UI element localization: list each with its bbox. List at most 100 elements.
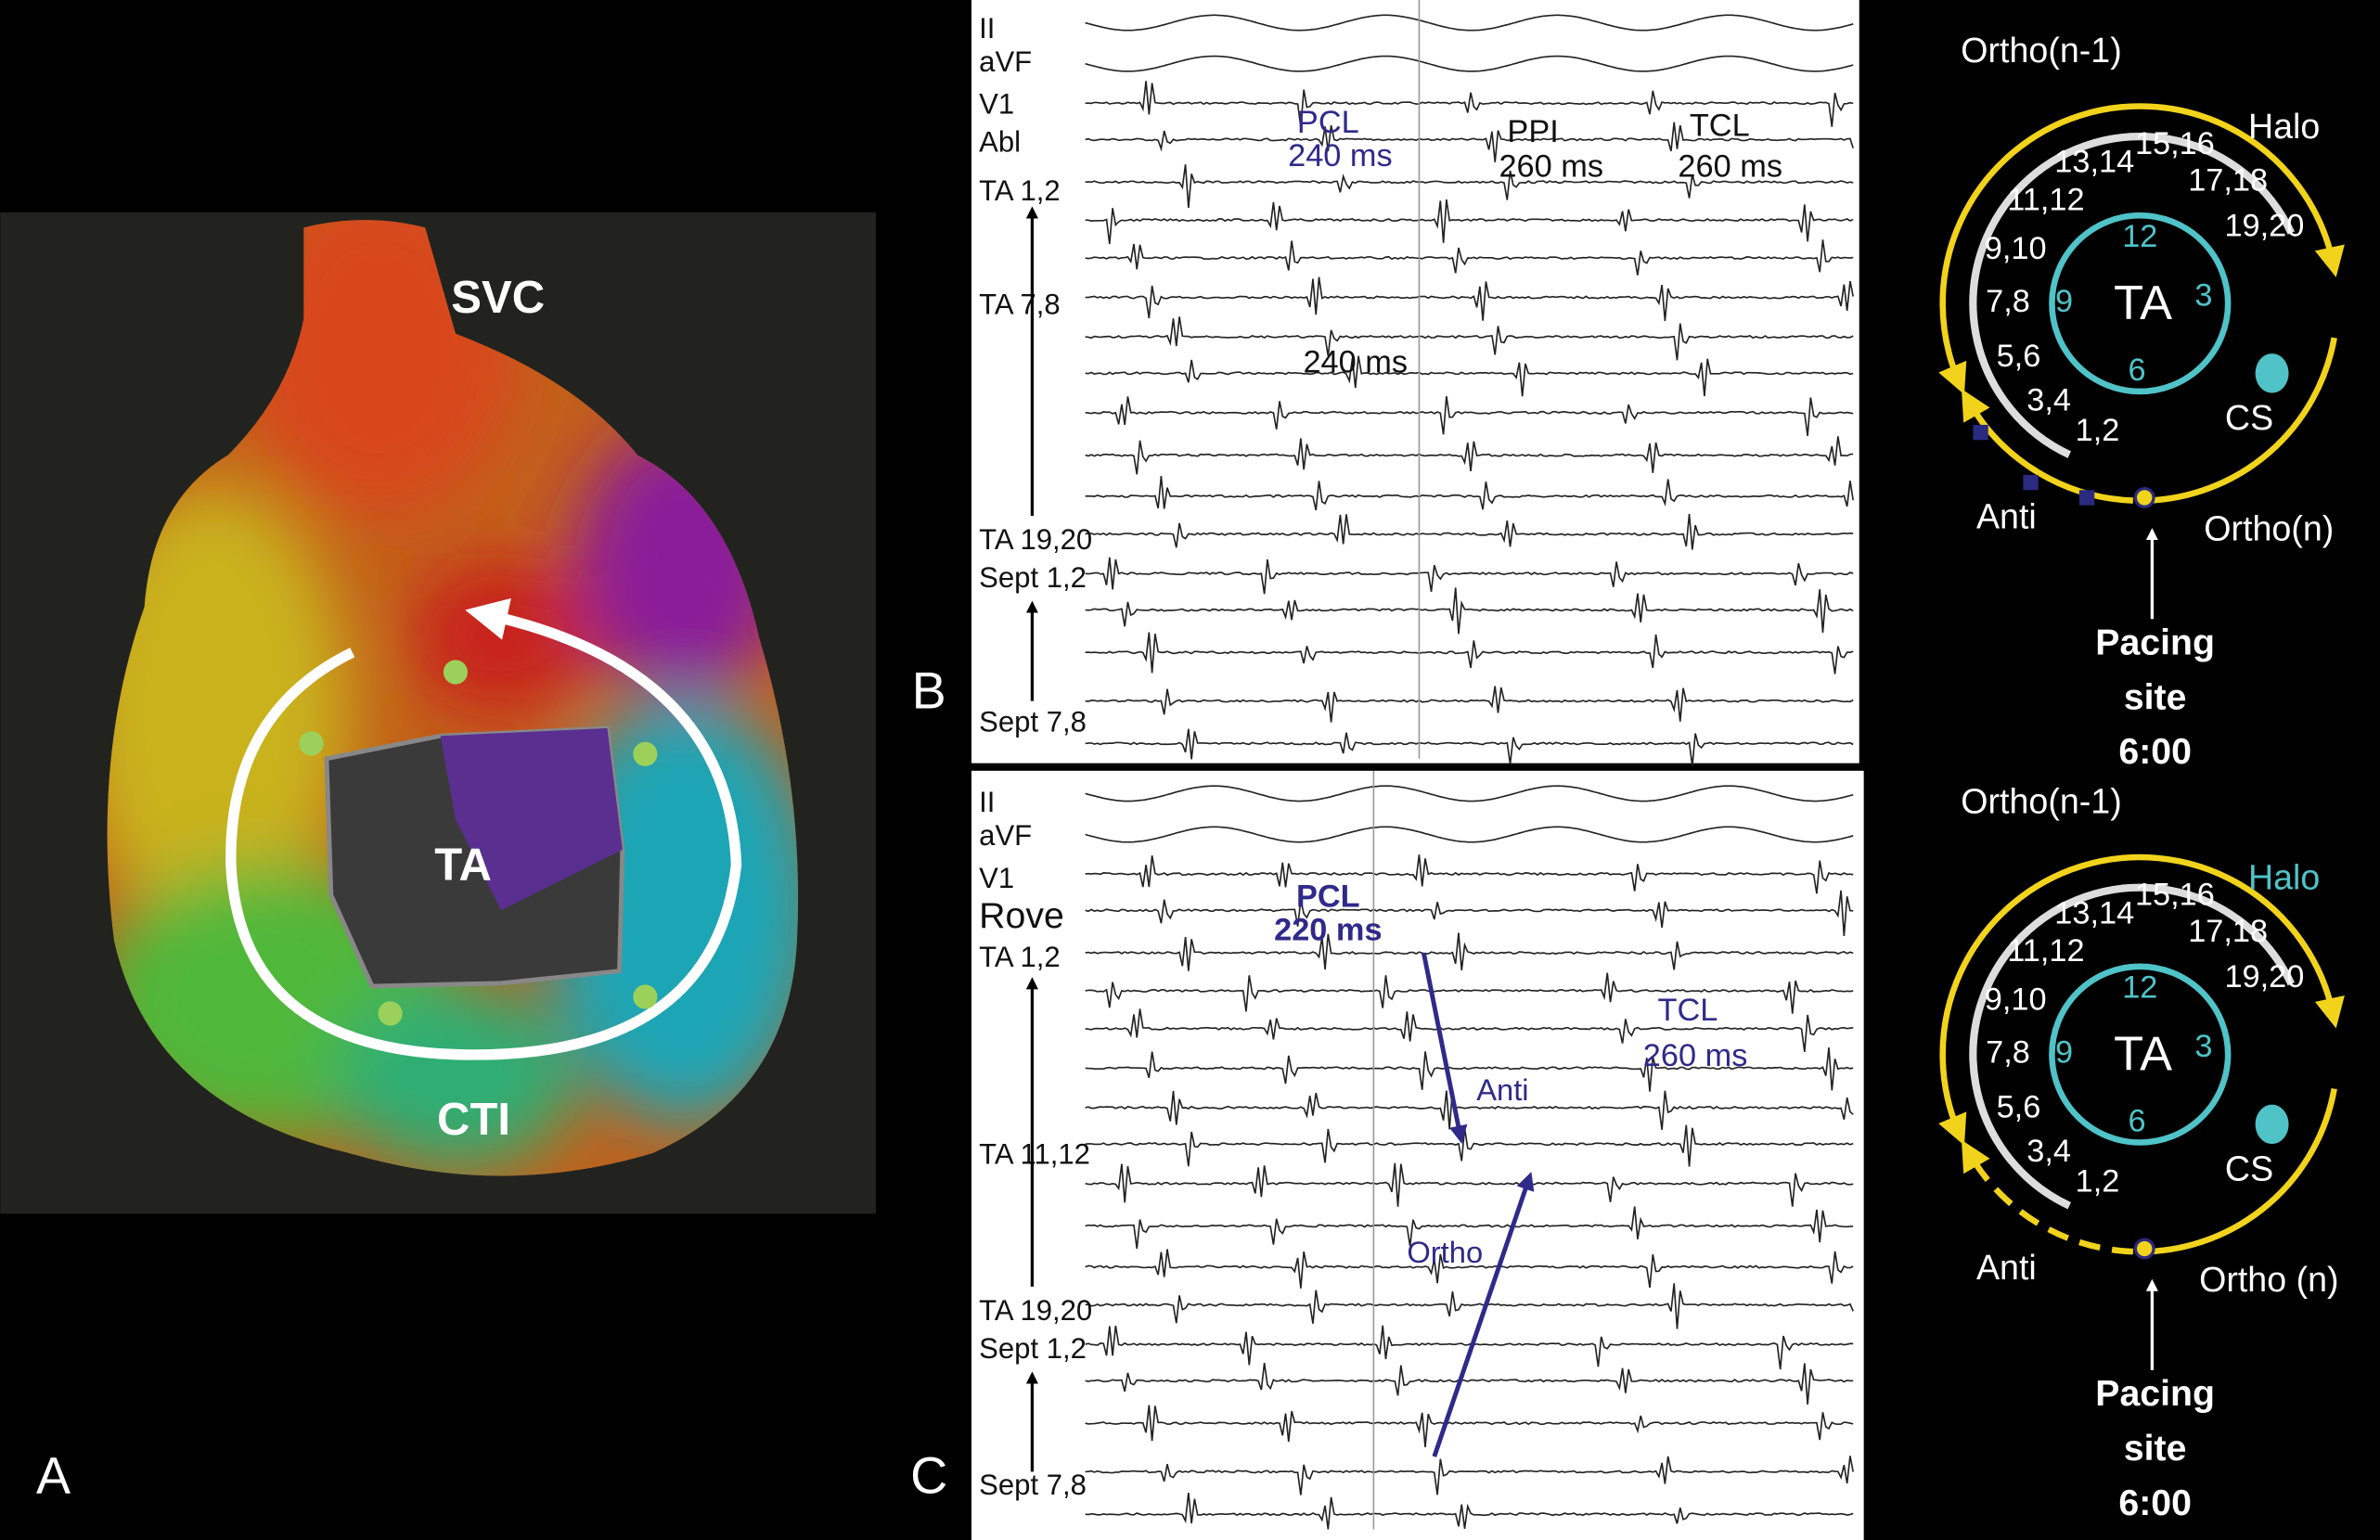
center-label: TA	[2114, 1028, 2172, 1082]
channel-label: Sept 7,8	[979, 705, 1087, 738]
electrode-label: 1,2	[2076, 1164, 2120, 1200]
clock-label: 3	[2194, 278, 2212, 314]
electrode-label: 13,14	[2054, 895, 2134, 930]
channel-label: II	[979, 786, 995, 818]
electrode-label: 11,12	[2007, 933, 2084, 969]
catheter-label: Halo	[2248, 107, 2320, 146]
electrode-label: 15,16	[2135, 126, 2215, 161]
electrode-label: 17,18	[2188, 162, 2268, 198]
egm-trace	[1085, 890, 1854, 936]
pacing-label: Pacing	[2095, 1373, 2215, 1414]
channel-label: V1	[979, 862, 1014, 894]
pacing-points	[299, 660, 658, 1026]
clock-label: 9	[2055, 1035, 2073, 1071]
pacing-label: site	[2124, 676, 2187, 717]
egm-trace	[1085, 81, 1854, 128]
egm-trace	[1085, 122, 1854, 162]
anti-wave	[1961, 1139, 2133, 1255]
wave-label: Ortho(n)	[2204, 508, 2334, 547]
pacing-label: 6:00	[2118, 731, 2192, 772]
egm-trace	[1085, 475, 1855, 511]
panel-label: B	[912, 662, 946, 720]
clock-label: 3	[2194, 1029, 2212, 1064]
channel-label: TA 1,2	[979, 941, 1060, 973]
egm-trace	[1085, 1456, 1855, 1495]
egm-trace	[1085, 686, 1854, 723]
egm-trace	[1085, 1249, 1854, 1289]
egm-trace	[1085, 728, 1854, 766]
egm-trace	[1085, 932, 1854, 971]
channel-label: aVF	[979, 45, 1032, 78]
channel-label: Sept 7,8	[979, 1469, 1087, 1501]
channel-label: Sept 1,2	[979, 561, 1087, 594]
panel-c-tracings	[971, 770, 1864, 1540]
structure-label: CTI	[437, 1095, 510, 1145]
annotation: PCL	[1296, 879, 1360, 914]
egm-trace	[1085, 276, 1855, 321]
egm-trace	[1085, 1493, 1854, 1530]
egm-trace	[1085, 826, 1854, 843]
channel-label: aVF	[979, 819, 1032, 852]
electrode-label: 9,10	[1985, 982, 2047, 1017]
egm-trace	[1085, 164, 1854, 209]
channel-label: Abl	[979, 126, 1021, 159]
egm-trace	[1085, 557, 1854, 595]
egm-trace	[1085, 1088, 1854, 1130]
clock-label: 6	[2128, 1103, 2145, 1138]
egm-trace	[1085, 632, 1854, 674]
egm-trace	[1085, 239, 1854, 276]
annulus-interior	[440, 728, 623, 911]
annotation: 220 ms	[1274, 912, 1382, 947]
annotation: 260 ms	[1678, 149, 1782, 185]
pacing-label: site	[2124, 1428, 2187, 1469]
cs-marker	[2255, 1104, 2289, 1145]
ortho-wave	[1938, 103, 2345, 395]
circuit-arrow	[225, 597, 742, 1060]
egm-trace	[1085, 316, 1854, 361]
egm-trace	[1085, 587, 1854, 635]
egm-trace	[1085, 395, 1854, 436]
egm-trace	[1085, 1363, 1854, 1405]
pacing-point	[2133, 486, 2155, 508]
activation-point	[2023, 474, 2039, 491]
anti-wave	[2146, 337, 2337, 504]
annotation: 260 ms	[1499, 149, 1603, 185]
egm-trace	[1085, 1283, 1854, 1329]
egm-trace	[1085, 1325, 1854, 1370]
wave-label: Ortho(n-1)	[1961, 31, 2121, 70]
annotation: PCL	[1297, 105, 1359, 140]
egm-trace	[1085, 1206, 1854, 1250]
wave-label: Ortho(n-1)	[1961, 782, 2121, 821]
pacing-label: Pacing	[2095, 622, 2215, 662]
structure-label: CS	[2225, 1149, 2273, 1188]
annotation: Anti	[1476, 1072, 1528, 1107]
electrode-label: 9,10	[1985, 231, 2047, 266]
annotation: 260 ms	[1643, 1038, 1748, 1073]
ortho-wave	[1938, 853, 2345, 1146]
clock-label: 9	[2055, 284, 2073, 319]
electrode-label: 7,8	[1986, 1035, 2030, 1071]
egm-trace	[1085, 513, 1854, 550]
electrode-label: 3,4	[2026, 382, 2071, 417]
panel-label: C	[910, 1446, 947, 1504]
electrode-label: 19,20	[2224, 959, 2304, 995]
center-label: TA	[2114, 276, 2172, 330]
electrode-label: 11,12	[2007, 183, 2084, 218]
egm-trace	[1085, 785, 1854, 802]
electrode-label: 3,4	[2026, 1134, 2071, 1169]
clock-label: 12	[2122, 219, 2157, 254]
structure-label: TA	[434, 840, 492, 890]
egm-trace	[1085, 854, 1854, 894]
channel-label: Rove	[979, 895, 1064, 936]
annotation: TCL	[1658, 993, 1718, 1028]
anti-wave	[2146, 1087, 2337, 1255]
wave-label: Anti	[1976, 1248, 2037, 1287]
activation-arrow	[1432, 1172, 1535, 1457]
pacing-point	[2133, 1238, 2155, 1260]
egm-trace	[1085, 1008, 1854, 1052]
clock-label: 6	[2128, 353, 2145, 388]
annotation: Ortho	[1407, 1235, 1483, 1269]
structure-label: CS	[2225, 398, 2273, 437]
channel-label: II	[979, 12, 995, 45]
